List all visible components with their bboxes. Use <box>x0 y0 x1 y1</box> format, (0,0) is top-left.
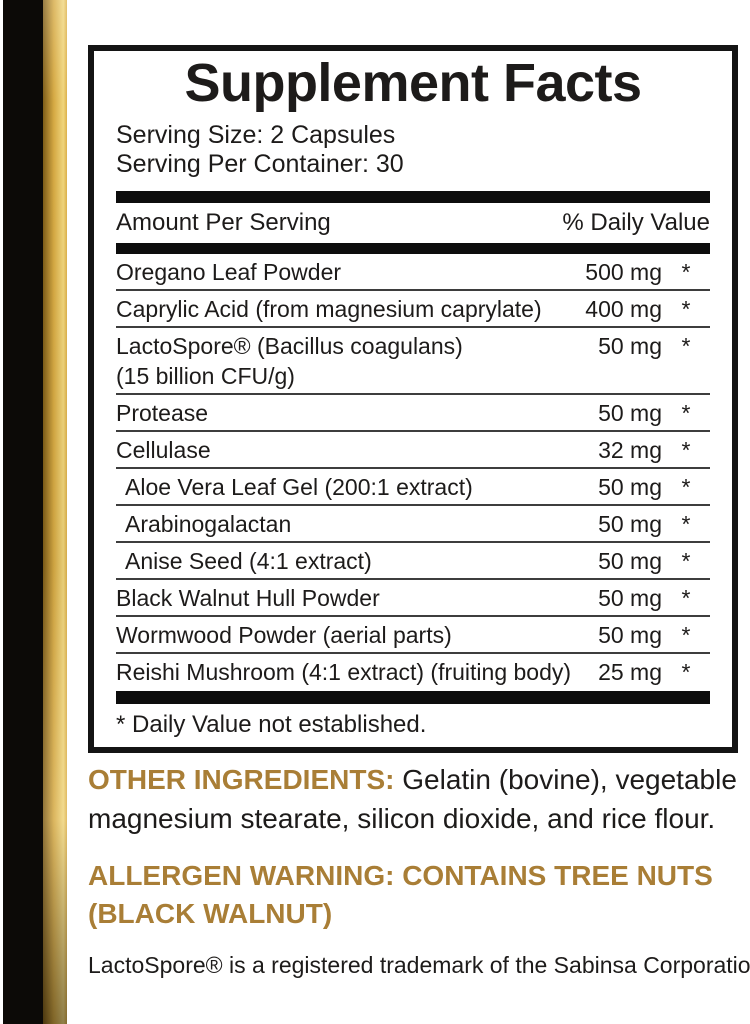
ingredient-amount: 50 mg <box>598 622 662 648</box>
ingredient-amount: 400 mg <box>585 296 662 322</box>
ingredient-name: LactoSpore® (Bacillus coagulans) (15 bil… <box>116 333 463 389</box>
brand-stripe-gold <box>43 0 67 1024</box>
divider-bar-thick <box>116 191 710 203</box>
ingredient-name: Arabinogalactan <box>125 511 292 537</box>
ingredient-name: Black Walnut Hull Powder <box>116 585 380 611</box>
ingredient-name: Protease <box>116 400 209 426</box>
ingredient-amount: 50 mg <box>598 474 662 500</box>
table-row: Reishi Mushroom (4:1 extract) (fruiting … <box>116 654 710 689</box>
ingredient-amount: 32 mg <box>598 437 662 463</box>
ingredient-name: Oregano Leaf Powder <box>116 259 342 285</box>
table-row: LactoSpore® (Bacillus coagulans) (15 bil… <box>116 328 710 395</box>
servings-per-container-line: Serving Per Container: 30 <box>116 150 404 178</box>
ingredient-name: Cellulase <box>116 437 211 463</box>
ingredient-name: Reishi Mushroom (4:1 extract) (fruiting … <box>116 659 572 685</box>
ingredient-daily-value: * <box>681 474 691 500</box>
other-ingredients-label: OTHER INGREDIENTS: <box>88 764 395 795</box>
ingredient-daily-value: * <box>681 296 691 322</box>
ingredient-amount: 50 mg <box>598 511 662 537</box>
below-panel-text: OTHER INGREDIENTS: Gelatin (bovine), veg… <box>88 760 750 980</box>
footnote-block: * Daily Value not established. <box>116 689 710 747</box>
table-row: Wormwood Powder (aerial parts) 50 mg * <box>116 617 710 654</box>
daily-value-header: % Daily Value <box>562 209 710 236</box>
ingredient-daily-value: * <box>681 400 691 426</box>
ingredient-amount: 50 mg <box>598 333 662 359</box>
divider-bar-thick <box>116 691 710 704</box>
ingredient-daily-value: * <box>681 511 691 537</box>
table-row: Arabinogalactan 50 mg * <box>116 506 710 543</box>
daily-value-footnote: * Daily Value not established. <box>116 711 427 738</box>
supplement-facts-title: Supplement Facts <box>184 53 642 113</box>
table-row: Anise Seed (4:1 extract) 50 mg * <box>116 543 710 580</box>
ingredient-daily-value: * <box>681 622 691 648</box>
ingredient-name: Aloe Vera Leaf Gel (200:1 extract) <box>125 474 473 500</box>
ingredient-daily-value: * <box>681 548 691 574</box>
other-ingredients-text: Gelatin (bovine), vegetable magnesium st… <box>88 764 737 834</box>
ingredient-daily-value: * <box>681 333 691 359</box>
ingredient-daily-value: * <box>681 259 691 285</box>
ingredient-name: Wormwood Powder (aerial parts) <box>116 622 452 648</box>
table-row: Protease 50 mg * <box>116 395 710 432</box>
ingredient-rows: Oregano Leaf Powder 500 mg * Caprylic Ac… <box>116 254 710 689</box>
ingredient-daily-value: * <box>681 659 691 685</box>
ingredient-name: Anise Seed (4:1 extract) <box>125 548 372 574</box>
table-row: Aloe Vera Leaf Gel (200:1 extract) 50 mg… <box>116 469 710 506</box>
table-row: Oregano Leaf Powder 500 mg * <box>116 254 710 291</box>
amount-per-serving-header: Amount Per Serving <box>116 209 331 236</box>
ingredient-name: Caprylic Acid (from magnesium caprylate) <box>116 296 542 322</box>
divider-bar-thick <box>116 243 710 254</box>
ingredient-daily-value: * <box>681 585 691 611</box>
serving-info: Serving Size: 2 Capsules Serving Per Con… <box>116 121 710 179</box>
allergen-warning: ALLERGEN WARNING: CONTAINS TREE NUTS (BL… <box>88 860 713 929</box>
table-row: Caprylic Acid (from magnesium caprylate)… <box>116 291 710 328</box>
trademark-note: LactoSpore® is a registered trademark of… <box>88 952 750 978</box>
brand-stripe-black <box>3 0 43 1024</box>
ingredient-amount: 50 mg <box>598 548 662 574</box>
supplement-facts-panel: Supplement Facts Serving Size: 2 Capsule… <box>88 45 738 753</box>
ingredient-daily-value: * <box>681 437 691 463</box>
ingredient-amount: 50 mg <box>598 400 662 426</box>
ingredient-amount: 500 mg <box>585 259 662 285</box>
ingredient-amount: 25 mg <box>598 659 662 685</box>
table-row: Cellulase 32 mg * <box>116 432 710 469</box>
serving-size-line: Serving Size: 2 Capsules <box>116 121 396 149</box>
table-row: Black Walnut Hull Powder 50 mg * <box>116 580 710 617</box>
facts-header-row: Amount Per Serving % Daily Value <box>116 203 710 243</box>
ingredient-amount: 50 mg <box>598 585 662 611</box>
other-ingredients-paragraph: OTHER INGREDIENTS: Gelatin (bovine), veg… <box>88 760 750 838</box>
